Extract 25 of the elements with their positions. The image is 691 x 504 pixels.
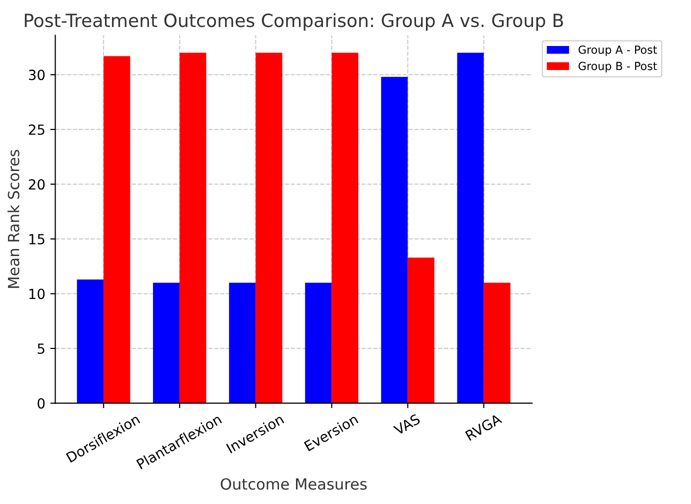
y-tick-label: 30 bbox=[28, 70, 45, 80]
y-axis-title: Mean Rank Scores bbox=[8, 150, 20, 288]
bar bbox=[457, 52, 484, 404]
chart-title: Post-Treatment Outcomes Comparison: Group A vs. Group B bbox=[24, 13, 563, 31]
bar bbox=[152, 282, 180, 404]
bar bbox=[305, 282, 332, 404]
bar bbox=[381, 76, 408, 404]
y-tick-label: 0 bbox=[38, 398, 45, 409]
legend-label: Group A - Post bbox=[578, 45, 657, 56]
x-axis-title: Outcome Measures bbox=[220, 478, 367, 490]
y-tick-label: 5 bbox=[38, 344, 44, 354]
y-tick-label: 25 bbox=[28, 124, 44, 135]
bar bbox=[408, 258, 434, 404]
bar bbox=[76, 279, 104, 404]
y-tick-label: 10 bbox=[29, 288, 45, 300]
x-tick-label: VAS bbox=[392, 414, 421, 436]
legend-label: Group B - Post bbox=[578, 62, 657, 72]
y-tick-label: 20 bbox=[28, 179, 45, 190]
bar bbox=[256, 52, 282, 404]
bar bbox=[332, 52, 358, 404]
bar bbox=[180, 52, 206, 404]
bar bbox=[229, 282, 256, 404]
bar bbox=[484, 282, 510, 404]
bar bbox=[104, 56, 130, 404]
y-tick-label: 15 bbox=[29, 234, 44, 244]
